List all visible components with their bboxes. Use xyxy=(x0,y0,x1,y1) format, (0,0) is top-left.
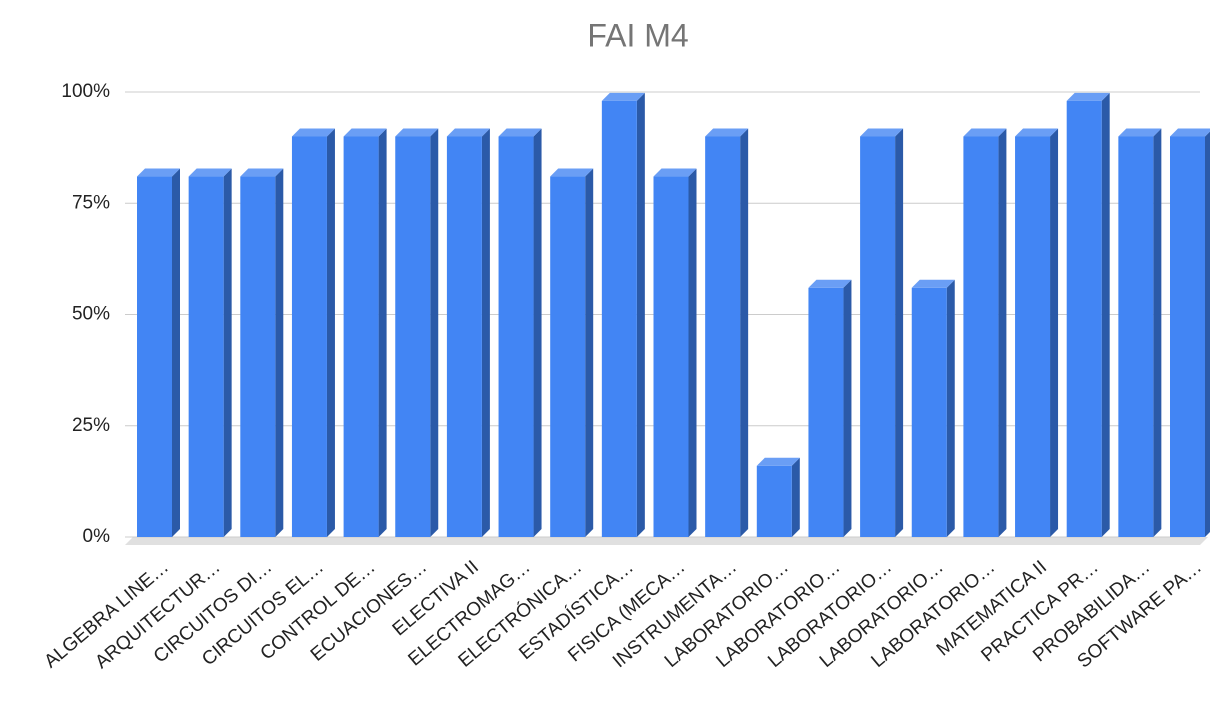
bar-top xyxy=(963,128,1007,137)
bar-top xyxy=(911,279,955,288)
bar-side xyxy=(481,128,490,537)
bar xyxy=(498,136,534,537)
bar-top xyxy=(137,168,180,177)
bar-top xyxy=(1170,128,1210,137)
bar-side xyxy=(843,279,852,537)
y-tick-label: 25% xyxy=(72,415,110,436)
bar-top xyxy=(188,168,232,177)
bar xyxy=(1118,136,1154,537)
bar xyxy=(550,176,586,538)
bar-side xyxy=(1153,128,1162,537)
y-tick-label: 75% xyxy=(72,192,110,213)
bar xyxy=(601,100,637,538)
bar-side xyxy=(275,168,284,538)
bar-side xyxy=(172,168,180,538)
bar-side xyxy=(533,128,542,537)
bar-top xyxy=(498,128,542,137)
y-tick-label: 100% xyxy=(61,81,110,102)
bar xyxy=(860,136,896,537)
chart-title: FAI M4 xyxy=(587,17,688,53)
bar-top xyxy=(550,168,594,177)
bar xyxy=(911,287,947,537)
bar-top xyxy=(291,128,335,137)
bar xyxy=(1170,136,1205,537)
bar xyxy=(343,136,379,537)
bar xyxy=(1015,136,1051,537)
bar-top xyxy=(756,457,800,466)
bar-top xyxy=(395,128,439,137)
bar-top xyxy=(343,128,387,137)
bar xyxy=(188,176,224,538)
bar-top xyxy=(860,128,904,137)
floor xyxy=(125,537,1208,545)
bar-side xyxy=(326,128,335,537)
bar-top xyxy=(601,92,645,101)
bar-top xyxy=(705,128,749,137)
bar-side xyxy=(430,128,439,537)
bar-side xyxy=(636,92,645,538)
bar-top xyxy=(1015,128,1059,137)
bar-top xyxy=(1118,128,1162,137)
bar xyxy=(240,176,276,538)
bar-side xyxy=(895,128,904,537)
y-tick-label: 0% xyxy=(83,526,111,547)
bar-side xyxy=(791,457,800,537)
bar-top xyxy=(653,168,697,177)
bar-side xyxy=(946,279,955,537)
bar-top xyxy=(446,128,490,137)
bar xyxy=(137,176,172,538)
bar-top xyxy=(1066,92,1110,101)
bar-side xyxy=(688,168,697,538)
bar xyxy=(291,136,327,537)
bar-side xyxy=(1101,92,1110,538)
bar-side xyxy=(1050,128,1059,537)
bar xyxy=(808,287,844,537)
bar xyxy=(756,465,792,537)
bar-side xyxy=(998,128,1007,537)
bar xyxy=(653,176,689,538)
bar-side xyxy=(223,168,232,538)
bar xyxy=(963,136,999,537)
bar-top xyxy=(808,279,852,288)
bar-side xyxy=(585,168,594,538)
bar xyxy=(705,136,741,537)
bar xyxy=(1066,100,1102,538)
bar-side xyxy=(1205,131,1210,537)
bar xyxy=(395,136,431,537)
bar-top xyxy=(240,168,284,177)
bar-side xyxy=(740,128,749,537)
y-tick-label: 50% xyxy=(72,304,110,325)
bar-side xyxy=(378,128,387,537)
bar xyxy=(446,136,482,537)
